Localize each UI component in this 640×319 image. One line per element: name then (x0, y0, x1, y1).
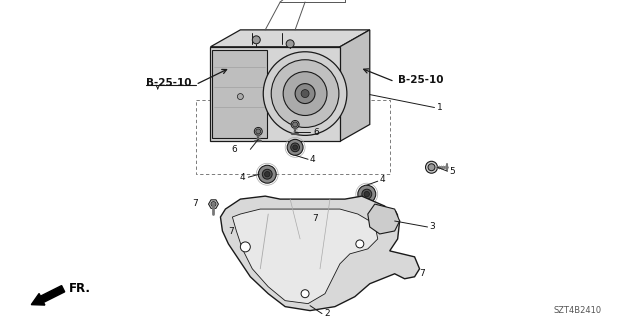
Circle shape (248, 232, 253, 236)
Polygon shape (380, 211, 397, 227)
Polygon shape (232, 209, 378, 304)
Circle shape (254, 127, 262, 135)
Circle shape (262, 169, 272, 179)
Circle shape (358, 185, 376, 203)
Circle shape (291, 143, 300, 152)
Circle shape (264, 172, 270, 177)
Text: 3: 3 (429, 222, 435, 232)
Text: 7: 7 (420, 269, 426, 278)
Text: FR.: FR. (69, 282, 91, 295)
Circle shape (402, 258, 407, 263)
Bar (211, 47, 340, 141)
Text: 6: 6 (232, 145, 237, 154)
Text: B-25-10: B-25-10 (146, 78, 191, 88)
Circle shape (384, 215, 392, 223)
Circle shape (364, 191, 369, 197)
Polygon shape (340, 30, 370, 141)
FancyArrow shape (31, 286, 65, 305)
Polygon shape (220, 196, 420, 311)
Circle shape (291, 121, 299, 129)
Text: 7: 7 (192, 199, 198, 208)
Text: 7: 7 (312, 213, 318, 223)
Polygon shape (330, 215, 340, 223)
Text: 1: 1 (436, 103, 442, 112)
Circle shape (252, 36, 260, 44)
Polygon shape (209, 200, 218, 208)
Text: SZT4B2410: SZT4B2410 (554, 306, 602, 315)
Circle shape (362, 189, 372, 199)
Circle shape (271, 60, 339, 127)
Text: B-25-10: B-25-10 (397, 75, 443, 85)
Polygon shape (245, 229, 255, 239)
Circle shape (241, 242, 250, 252)
Text: 4: 4 (240, 173, 245, 182)
Text: 2: 2 (324, 309, 330, 318)
Circle shape (259, 165, 276, 183)
Circle shape (286, 40, 294, 48)
Circle shape (292, 122, 298, 127)
Text: 4: 4 (380, 175, 385, 184)
Circle shape (292, 145, 298, 150)
Circle shape (301, 90, 309, 98)
Text: 6: 6 (313, 128, 319, 137)
Circle shape (426, 161, 438, 173)
Polygon shape (368, 204, 399, 234)
Polygon shape (399, 256, 410, 265)
Circle shape (295, 84, 315, 104)
Bar (212, 50, 268, 138)
Circle shape (237, 93, 243, 100)
Text: 5: 5 (449, 167, 455, 176)
Text: 4: 4 (310, 155, 316, 164)
Circle shape (211, 202, 216, 207)
Polygon shape (211, 30, 370, 47)
Bar (196, 100, 390, 174)
Text: 7: 7 (228, 227, 234, 236)
Circle shape (356, 240, 364, 248)
Circle shape (301, 290, 309, 298)
Circle shape (332, 217, 337, 221)
Circle shape (287, 139, 303, 155)
Circle shape (263, 52, 347, 135)
Circle shape (386, 217, 390, 221)
Circle shape (283, 72, 327, 115)
Circle shape (428, 164, 435, 171)
Circle shape (256, 129, 260, 134)
